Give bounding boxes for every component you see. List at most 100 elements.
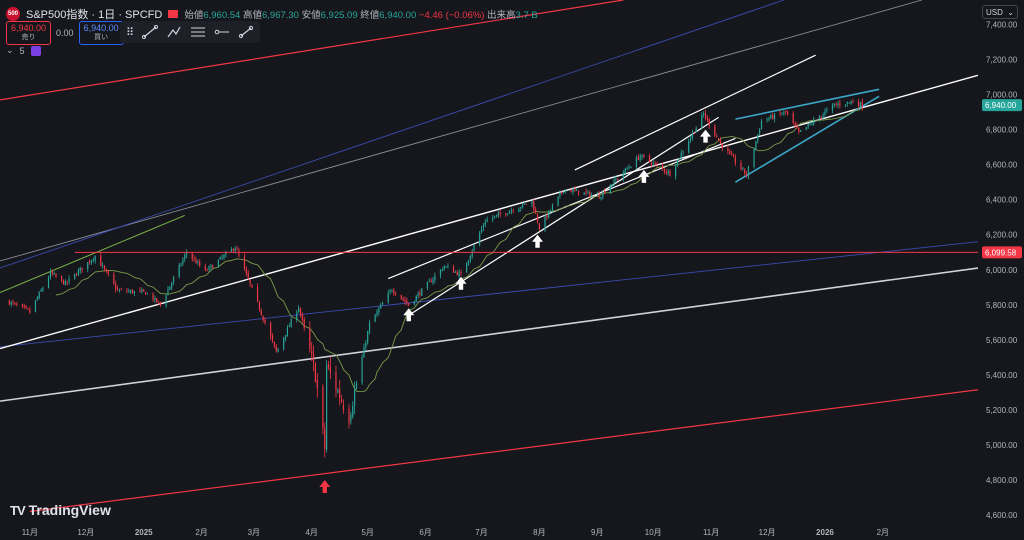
candle [852, 99, 854, 104]
candle [650, 160, 652, 168]
collapse-chevron-icon[interactable]: ⌄ [6, 45, 14, 55]
up-arrow-icon[interactable] [403, 308, 415, 322]
candle [680, 149, 682, 160]
candle [230, 247, 233, 253]
candle [796, 122, 798, 129]
price-tick-label: 5,400.00 [986, 371, 1018, 380]
candle [64, 279, 66, 286]
up-arrow-icon[interactable] [532, 234, 544, 248]
drag-handle-icon[interactable]: ⠿ [126, 26, 135, 39]
candle [719, 137, 722, 145]
candle [368, 319, 371, 335]
candle [654, 160, 656, 167]
trend-line-9[interactable] [574, 54, 816, 171]
trend-line-11[interactable] [735, 88, 880, 120]
candle [850, 100, 852, 105]
parallel-channel-icon[interactable] [190, 25, 206, 39]
flag-icon[interactable] [168, 10, 179, 18]
candle [467, 259, 470, 267]
candle [314, 361, 317, 383]
candle [572, 186, 574, 196]
candle [604, 188, 606, 195]
indicator-icon[interactable] [30, 45, 41, 56]
candle [327, 360, 330, 370]
trend-line-2[interactable] [0, 0, 923, 262]
candle [262, 315, 264, 323]
trend-line-1[interactable] [29, 389, 978, 513]
candle [520, 206, 522, 212]
candle [413, 300, 415, 306]
candle [439, 269, 442, 279]
candle [51, 269, 53, 277]
trend-line-0[interactable] [0, 0, 624, 101]
candle [167, 286, 169, 296]
candle [561, 191, 563, 195]
candle [676, 159, 679, 168]
trend-line-4[interactable] [0, 0, 785, 269]
candle [156, 297, 158, 304]
indicator-row[interactable]: ⌄ 5 [6, 45, 41, 56]
candle [443, 264, 445, 271]
candle [348, 404, 350, 429]
candle [195, 256, 197, 264]
candle [688, 138, 690, 154]
candle [732, 153, 735, 158]
trend-line-3[interactable] [0, 241, 978, 348]
candle [221, 254, 223, 261]
symbol-header: 500 S&P500指数 · 1日 · SPCFD 始値6,960.54 高値6… [6, 6, 538, 22]
candle [204, 263, 206, 272]
horizontal-ray-icon[interactable] [214, 25, 230, 39]
candle [309, 321, 311, 353]
sell-button[interactable]: 6,940.00 売り [6, 21, 52, 45]
candle [8, 299, 10, 306]
buy-button[interactable]: 6,940.00 買い [78, 21, 124, 45]
symbol-title[interactable]: S&P500指数 · 1日 · SPCFD [26, 9, 163, 21]
candle [337, 388, 339, 394]
time-tick-label: 4月 [305, 528, 317, 537]
candle [826, 107, 828, 113]
price-axis-bg[interactable] [978, 0, 1024, 540]
candle [787, 110, 789, 116]
candle [236, 245, 238, 251]
candle [14, 301, 16, 306]
level-price-badge: 6,099.58 [982, 246, 1022, 259]
candle [794, 121, 796, 127]
path-icon[interactable] [166, 25, 182, 39]
trend-line-10[interactable] [0, 214, 185, 293]
trend-line-5[interactable] [0, 267, 978, 402]
candle [779, 110, 781, 117]
candle [322, 384, 324, 435]
trend-line-6[interactable] [0, 74, 978, 350]
line-tool-icon[interactable] [238, 25, 254, 39]
candle [290, 317, 292, 329]
candle [766, 117, 768, 123]
candle [273, 341, 275, 349]
candle [507, 213, 509, 216]
candle [546, 213, 548, 221]
trend-line-8[interactable] [408, 116, 719, 316]
candle [615, 176, 617, 183]
candle [861, 98, 863, 111]
up-arrow-icon[interactable] [700, 129, 712, 143]
candle [652, 159, 654, 167]
candle [591, 192, 593, 199]
currency-select[interactable]: USD ⌄ [982, 5, 1018, 19]
up-arrow-icon[interactable] [319, 479, 331, 493]
candle [549, 209, 552, 213]
trend-line-12[interactable] [734, 95, 880, 183]
up-arrow-icon[interactable] [638, 169, 650, 183]
candle [559, 190, 561, 199]
candle [249, 279, 251, 287]
candle [144, 291, 147, 295]
candle [402, 296, 404, 302]
candle [548, 210, 550, 219]
ohlc-values: 始値6,960.54 高値6,967.30 安値6,925.09 終値6,940… [184, 10, 538, 21]
trend-line-icon[interactable] [142, 25, 159, 39]
up-arrow-icon[interactable] [455, 276, 467, 290]
candle [583, 192, 585, 195]
symbol-logo[interactable]: 500 [6, 7, 20, 21]
candle [391, 288, 393, 293]
time-axis-bg[interactable] [0, 524, 980, 540]
